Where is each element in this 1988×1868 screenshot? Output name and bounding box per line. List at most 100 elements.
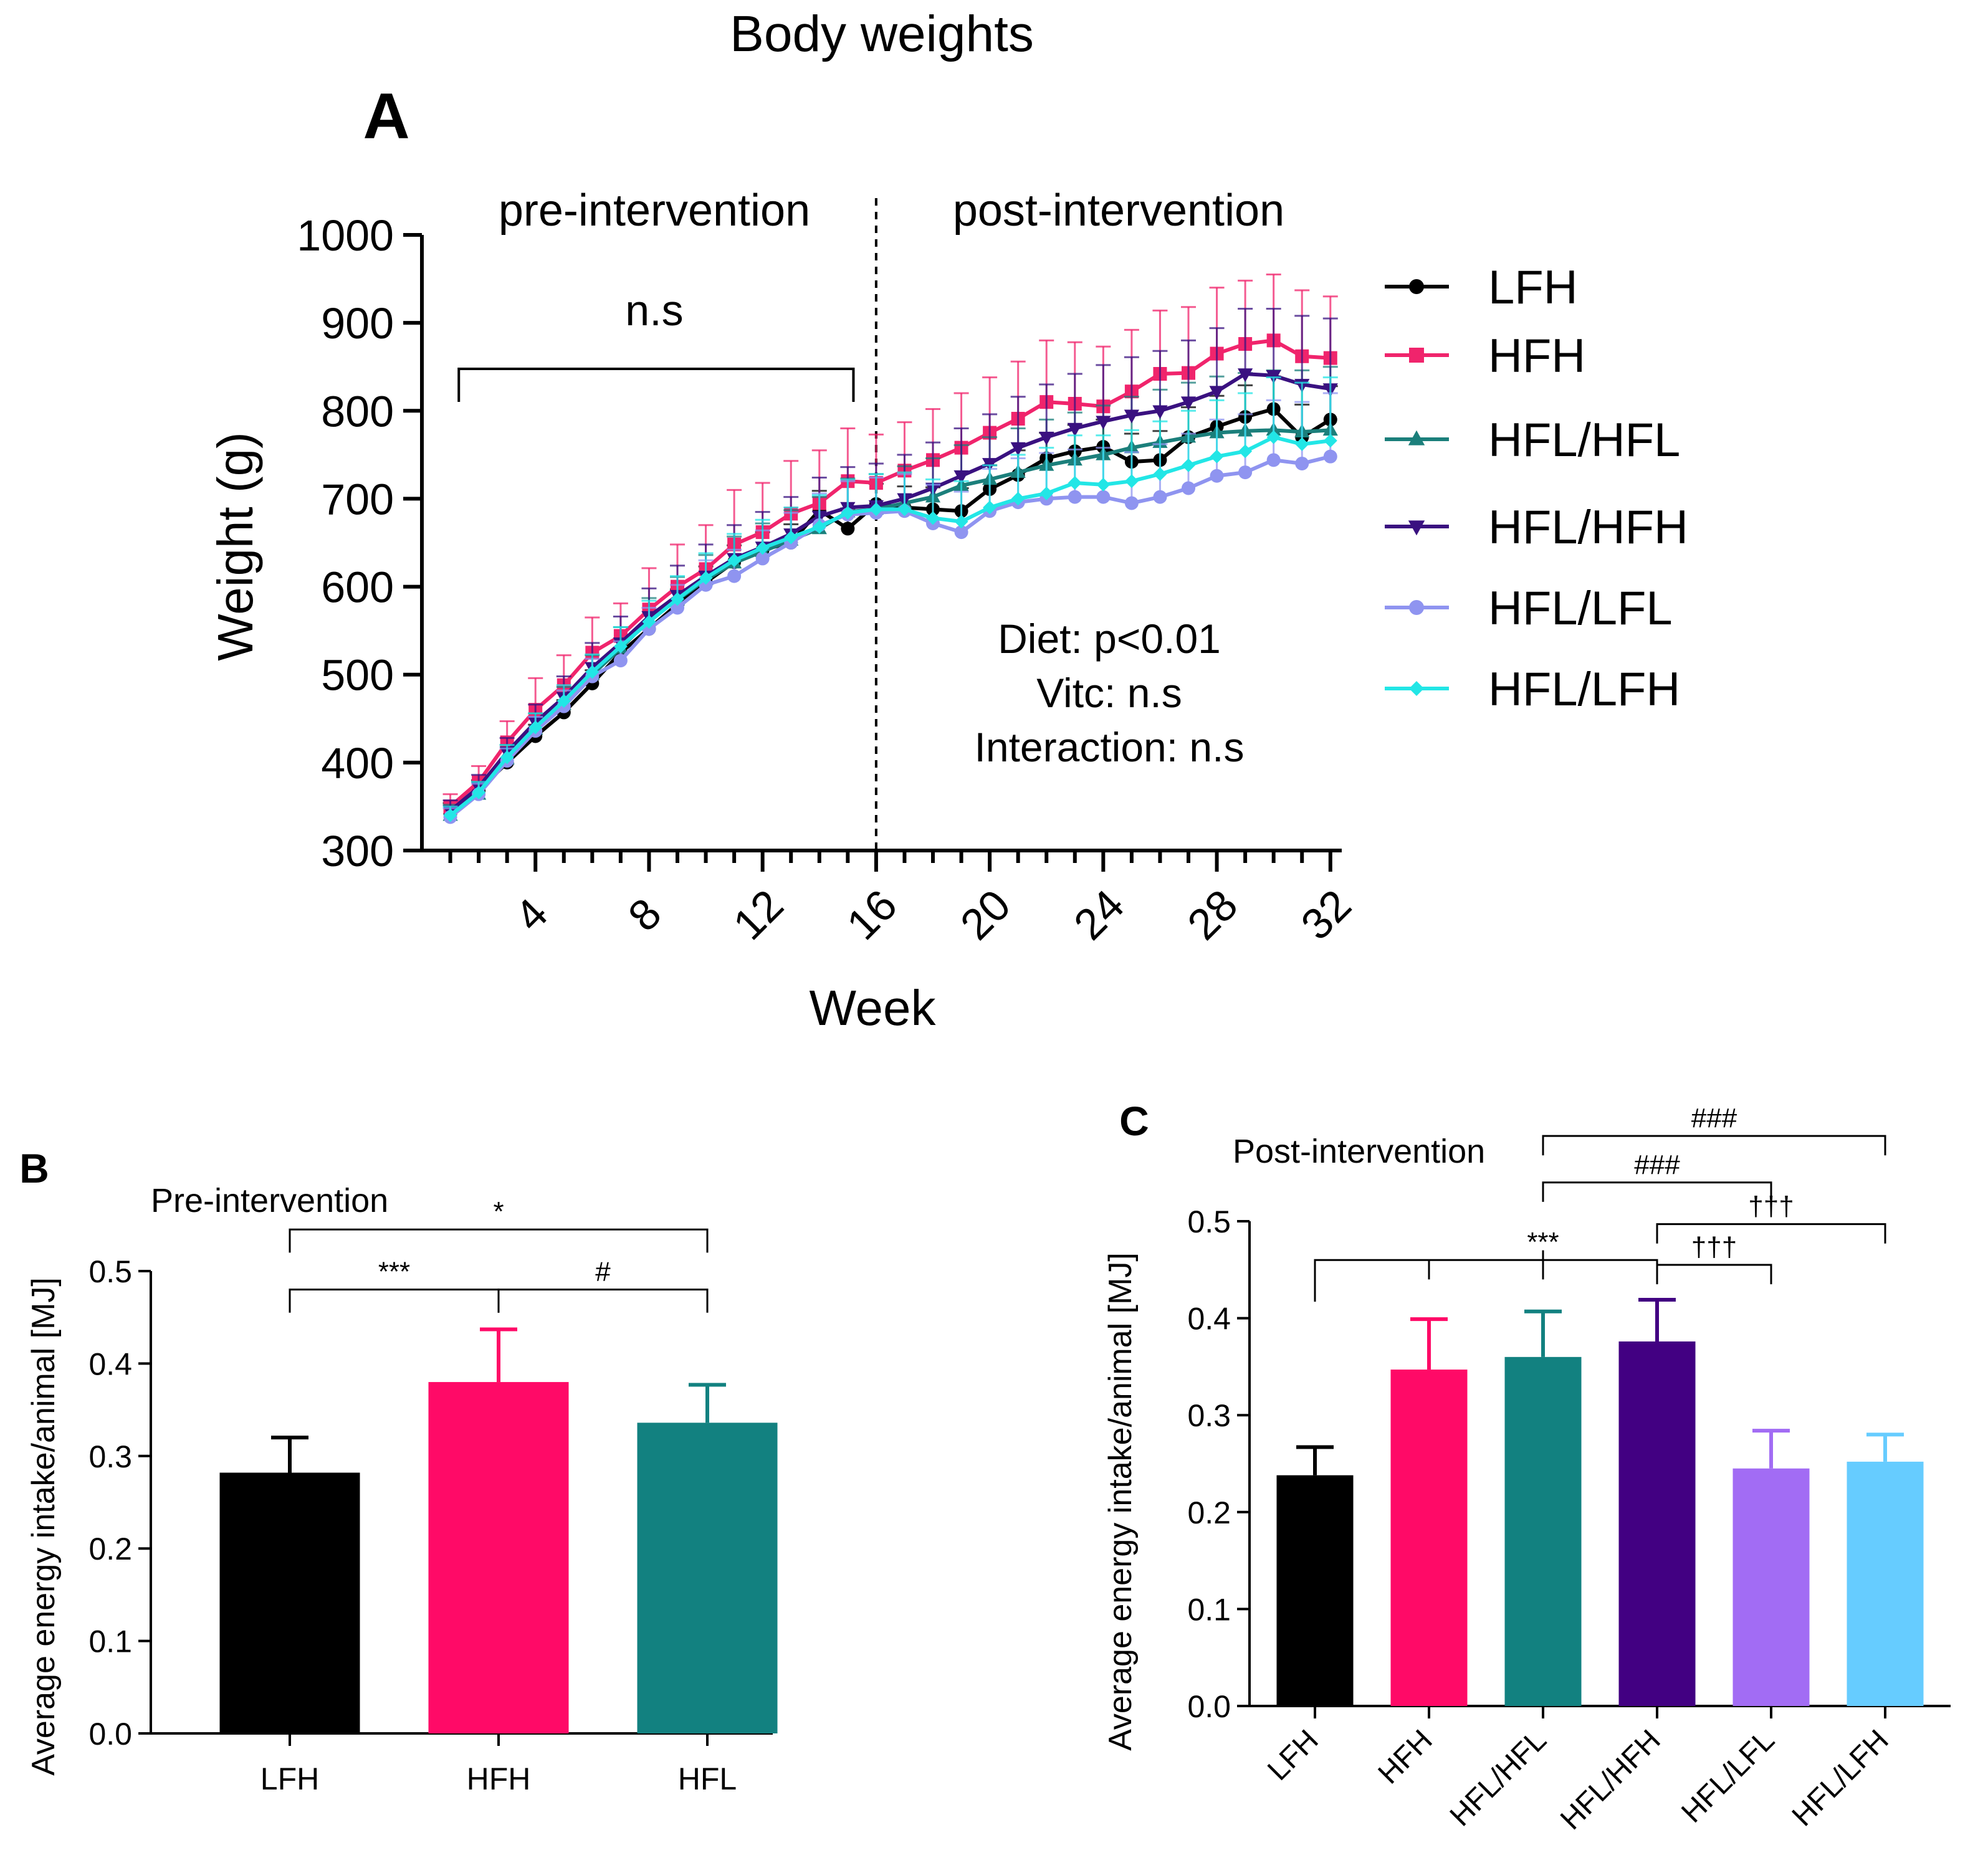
panel-a-y-tick-label: 500 bbox=[321, 651, 394, 700]
panel-a-data-point bbox=[1153, 490, 1167, 504]
panel-b-bar-hfl bbox=[637, 1422, 778, 1733]
panel-a-stat-vitc: Vitc: n.s bbox=[1036, 670, 1182, 716]
panel-a-data-point bbox=[642, 615, 656, 629]
panel-a-data-point bbox=[1210, 469, 1224, 483]
panel-c-y-axis-title: Average energy intake/animal [MJ] bbox=[1102, 1252, 1139, 1751]
panel-b: B Pre-intervention Average energy intake… bbox=[19, 1145, 778, 1796]
panel-a-data-point bbox=[1295, 437, 1309, 451]
panel-a-data-point bbox=[1238, 465, 1253, 480]
panel-c-significance-label: ### bbox=[1691, 1103, 1737, 1133]
panel-a-data-point bbox=[1323, 449, 1337, 464]
panel-a-data-point bbox=[613, 654, 628, 668]
panel-a-data-point bbox=[1153, 467, 1167, 481]
panel-c-significance-bracket bbox=[1314, 1250, 1658, 1302]
panel-a-x-tick-label: 32 bbox=[1292, 880, 1360, 949]
panel-c-bar-hfl-hfh bbox=[1618, 1341, 1696, 1706]
legend-item-hfl-hfl: HFL/HFL bbox=[1385, 414, 1680, 467]
panel-c-title: Post-intervention bbox=[1233, 1133, 1485, 1170]
panel-c-x-tick-label: HFL/HFH bbox=[1554, 1723, 1667, 1836]
panel-a-x-tick-label: 24 bbox=[1064, 880, 1133, 949]
legend-marker bbox=[1409, 348, 1424, 363]
panel-b-title: Pre-intervention bbox=[151, 1182, 388, 1219]
panel-a-label: A bbox=[363, 80, 409, 153]
panel-a-x-tick-label: 20 bbox=[951, 880, 1020, 949]
panel-c-bar-lfh bbox=[1276, 1475, 1354, 1706]
panel-a-data-point bbox=[1238, 444, 1253, 459]
panel-a-data-point bbox=[1210, 449, 1224, 464]
legend-marker bbox=[1408, 520, 1425, 536]
panel-a-data-point bbox=[869, 502, 883, 517]
legend-marker bbox=[1409, 279, 1424, 294]
panel-b-significance-label: *** bbox=[378, 1257, 410, 1287]
panel-c-bar-hfl-lfl bbox=[1732, 1468, 1810, 1706]
panel-a-data-point bbox=[983, 500, 997, 515]
legend-marker bbox=[1408, 430, 1425, 446]
panel-a-x-axis-title: Week bbox=[809, 980, 936, 1036]
panel-a-data-point bbox=[1096, 490, 1111, 504]
panel-a-data-point bbox=[1238, 368, 1253, 383]
panel-c-significance-bracket bbox=[1542, 1181, 1772, 1202]
legend-item-lfh: LFH bbox=[1385, 261, 1578, 314]
panel-b-y-tick-label: 0.0 bbox=[88, 1717, 132, 1751]
panel-a-data-point bbox=[443, 808, 457, 822]
legend-label: HFH bbox=[1488, 330, 1585, 383]
panel-a-x-tick-label: 4 bbox=[505, 889, 557, 941]
panel-a-data-point bbox=[500, 750, 514, 765]
panel-a-region-post: post-intervention bbox=[953, 186, 1284, 236]
panel-b-label: B bbox=[19, 1145, 49, 1191]
panel-c-x-tick-label: HFL/LFL bbox=[1675, 1723, 1781, 1829]
panel-a-data-point bbox=[755, 551, 770, 566]
panel-a-y-axis-title: Weight (g) bbox=[208, 432, 263, 661]
panel-b-x-tick-label: LFH bbox=[260, 1761, 319, 1796]
panel-a-data-point bbox=[1209, 386, 1225, 400]
panel-b-x-tick-label: HFH bbox=[467, 1761, 531, 1796]
panel-a-legend: LFH HFH HFL/HFL HFL/HFH HFL/LFL HFL/LFH bbox=[1385, 261, 1688, 716]
panel-a-stat-interaction: Interaction: n.s bbox=[975, 724, 1245, 770]
panel-c-x-tick-label: HFH bbox=[1372, 1723, 1439, 1790]
panel-a-x-tick-label: 28 bbox=[1178, 880, 1246, 949]
legend-item-hfh: HFH bbox=[1385, 330, 1585, 383]
panel-b-x-tick-label: HFL bbox=[678, 1761, 737, 1796]
legend-item-hfl-hfh: HFL/HFH bbox=[1385, 501, 1688, 554]
panel-a-data-point bbox=[841, 506, 855, 520]
panel-a-y-tick-label: 300 bbox=[321, 827, 394, 875]
panel-a-data-point bbox=[1096, 477, 1111, 492]
panel-c-significance-label: ††† bbox=[1691, 1232, 1737, 1262]
panel-a-data-point bbox=[1096, 416, 1111, 430]
panel-a-stat-diet: Diet: p<0.01 bbox=[998, 616, 1221, 662]
panel-a-data-point bbox=[1124, 409, 1139, 424]
panel-a-data-point bbox=[953, 470, 969, 484]
panel-a-y-tick-label: 700 bbox=[321, 475, 394, 523]
panel-a-data-point bbox=[1124, 474, 1139, 488]
panel-a-data-point bbox=[699, 571, 713, 585]
panel-b-y-tick-label: 0.1 bbox=[88, 1624, 132, 1659]
legend-label: HFL/HFL bbox=[1488, 414, 1680, 467]
panel-c-y-tick-label: 0.3 bbox=[1187, 1398, 1231, 1433]
panel-b-significance-bracket bbox=[497, 1289, 709, 1313]
panel-c-significance-label: *** bbox=[1527, 1227, 1559, 1257]
panel-a-data-point bbox=[671, 601, 684, 615]
panel-a-data-point bbox=[926, 511, 940, 525]
panel-a-data-point bbox=[1124, 496, 1139, 510]
panel-c-x-tick-label: HFL/HFL bbox=[1444, 1723, 1553, 1832]
panel-a-data-point bbox=[1011, 492, 1025, 506]
panel-c-y-tick-label: 0.0 bbox=[1187, 1689, 1231, 1724]
panel-a-data-point bbox=[613, 639, 628, 654]
figure-title: Body weights bbox=[730, 6, 1034, 62]
panel-a-data-point bbox=[1180, 396, 1197, 411]
panel-a-x-tick-label: 12 bbox=[724, 880, 793, 949]
panel-a-data-point bbox=[557, 694, 571, 708]
panel-a-x-tick-label: 8 bbox=[619, 889, 671, 941]
panel-a-region-pre: pre-intervention bbox=[499, 186, 810, 236]
panel-c-x-tick-label: LFH bbox=[1261, 1723, 1325, 1787]
panel-a-data-point bbox=[671, 592, 684, 606]
panel-b-y-tick-label: 0.3 bbox=[88, 1439, 132, 1474]
panel-a-y-tick-label: 400 bbox=[321, 739, 394, 788]
panel-a-y-tick-label: 900 bbox=[321, 299, 394, 348]
panel-a-data-point bbox=[528, 720, 543, 735]
panel-a-data-point bbox=[1182, 458, 1195, 472]
panel-a-data-point bbox=[1323, 434, 1337, 448]
legend-marker bbox=[1409, 681, 1424, 696]
